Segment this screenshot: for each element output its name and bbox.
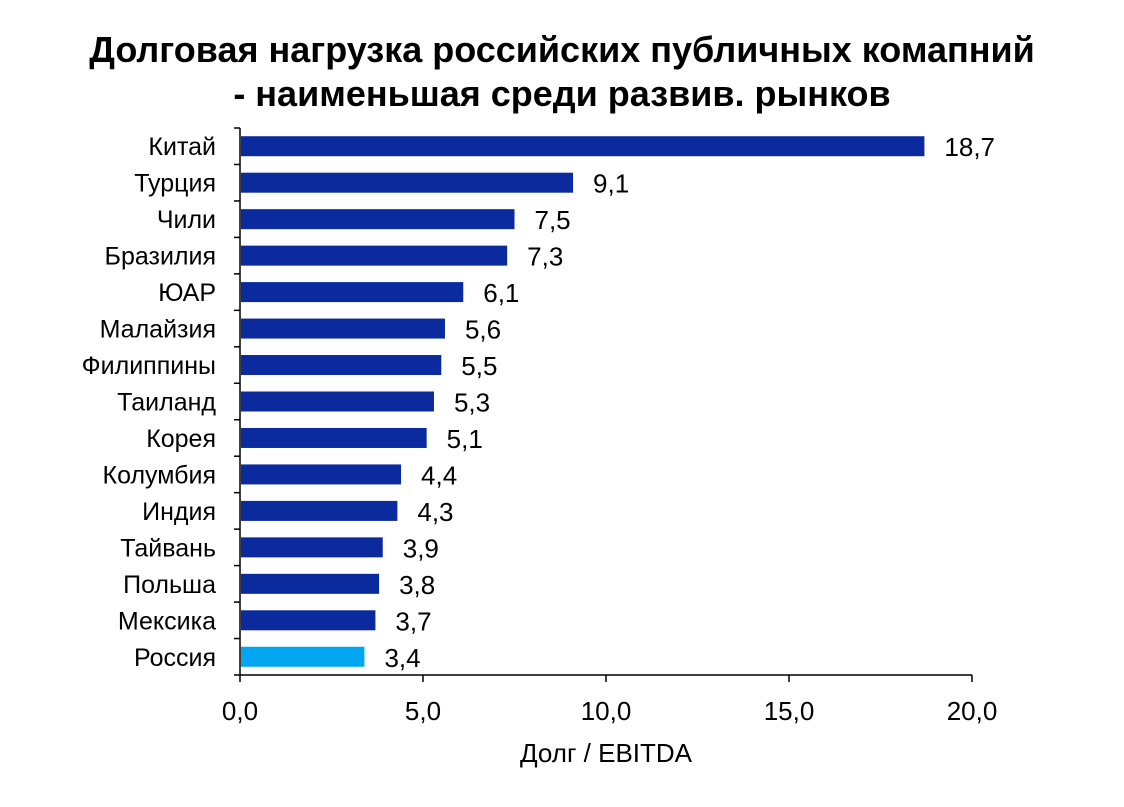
bar <box>241 355 442 376</box>
x-tick-label: 10,0 <box>581 696 632 726</box>
bar <box>241 464 402 485</box>
category-label: Россия <box>134 644 216 672</box>
x-tick-label: 5,0 <box>405 696 441 726</box>
data-label: 7,3 <box>527 242 563 272</box>
data-label: 9,1 <box>593 169 629 199</box>
category-label: Мексика <box>118 607 216 635</box>
bar <box>241 646 365 667</box>
chart-title-line-1: Долговая нагрузка российских публичных к… <box>89 29 1035 70</box>
category-label: Малайзия <box>100 316 216 344</box>
data-label: 3,8 <box>399 570 435 600</box>
bar <box>241 610 376 631</box>
category-label: Корея <box>146 425 216 453</box>
category-label: ЮАР <box>158 279 216 307</box>
data-label: 18,7 <box>944 132 995 162</box>
data-label: 5,6 <box>465 315 501 345</box>
bar <box>241 245 508 266</box>
category-label: Бразилия <box>105 243 216 271</box>
bar <box>241 209 515 230</box>
category-label: Индия <box>142 498 216 526</box>
x-tick-label: 15,0 <box>764 696 815 726</box>
category-label: Тайвань <box>120 534 216 562</box>
data-label: 5,3 <box>454 388 490 418</box>
category-label: Таиланд <box>117 389 216 417</box>
x-tick-label: 0,0 <box>222 696 258 726</box>
category-label: Чили <box>157 206 216 234</box>
bar <box>241 573 380 594</box>
data-label: 3,9 <box>403 533 439 563</box>
data-label: 5,5 <box>461 351 497 381</box>
chart-title-line-2: - наименьшая среди развив. рынков <box>233 73 891 114</box>
x-tick-label: 20,0 <box>947 696 998 726</box>
category-label: Польша <box>123 571 216 599</box>
x-axis-label: Долг / EBITDA <box>519 738 693 768</box>
bar <box>241 537 383 558</box>
data-label: 6,1 <box>483 278 519 308</box>
chart-title: Долговая нагрузка российских публичных к… <box>0 28 1124 116</box>
bar <box>241 391 434 412</box>
data-label: 4,3 <box>417 497 453 527</box>
bar <box>241 500 398 521</box>
data-label: 3,7 <box>395 606 431 636</box>
category-label: Турция <box>134 170 216 198</box>
bar <box>241 427 427 448</box>
bar <box>241 282 464 303</box>
data-label: 3,4 <box>384 643 420 673</box>
data-label: 4,4 <box>421 460 457 490</box>
category-label: Филиппины <box>82 352 216 380</box>
category-label: Колумбия <box>103 461 216 489</box>
bar <box>241 136 925 157</box>
bar <box>241 172 574 193</box>
category-label: Китай <box>148 133 216 161</box>
data-label: 5,1 <box>447 424 483 454</box>
bar <box>241 318 445 339</box>
data-label: 7,5 <box>535 205 571 235</box>
